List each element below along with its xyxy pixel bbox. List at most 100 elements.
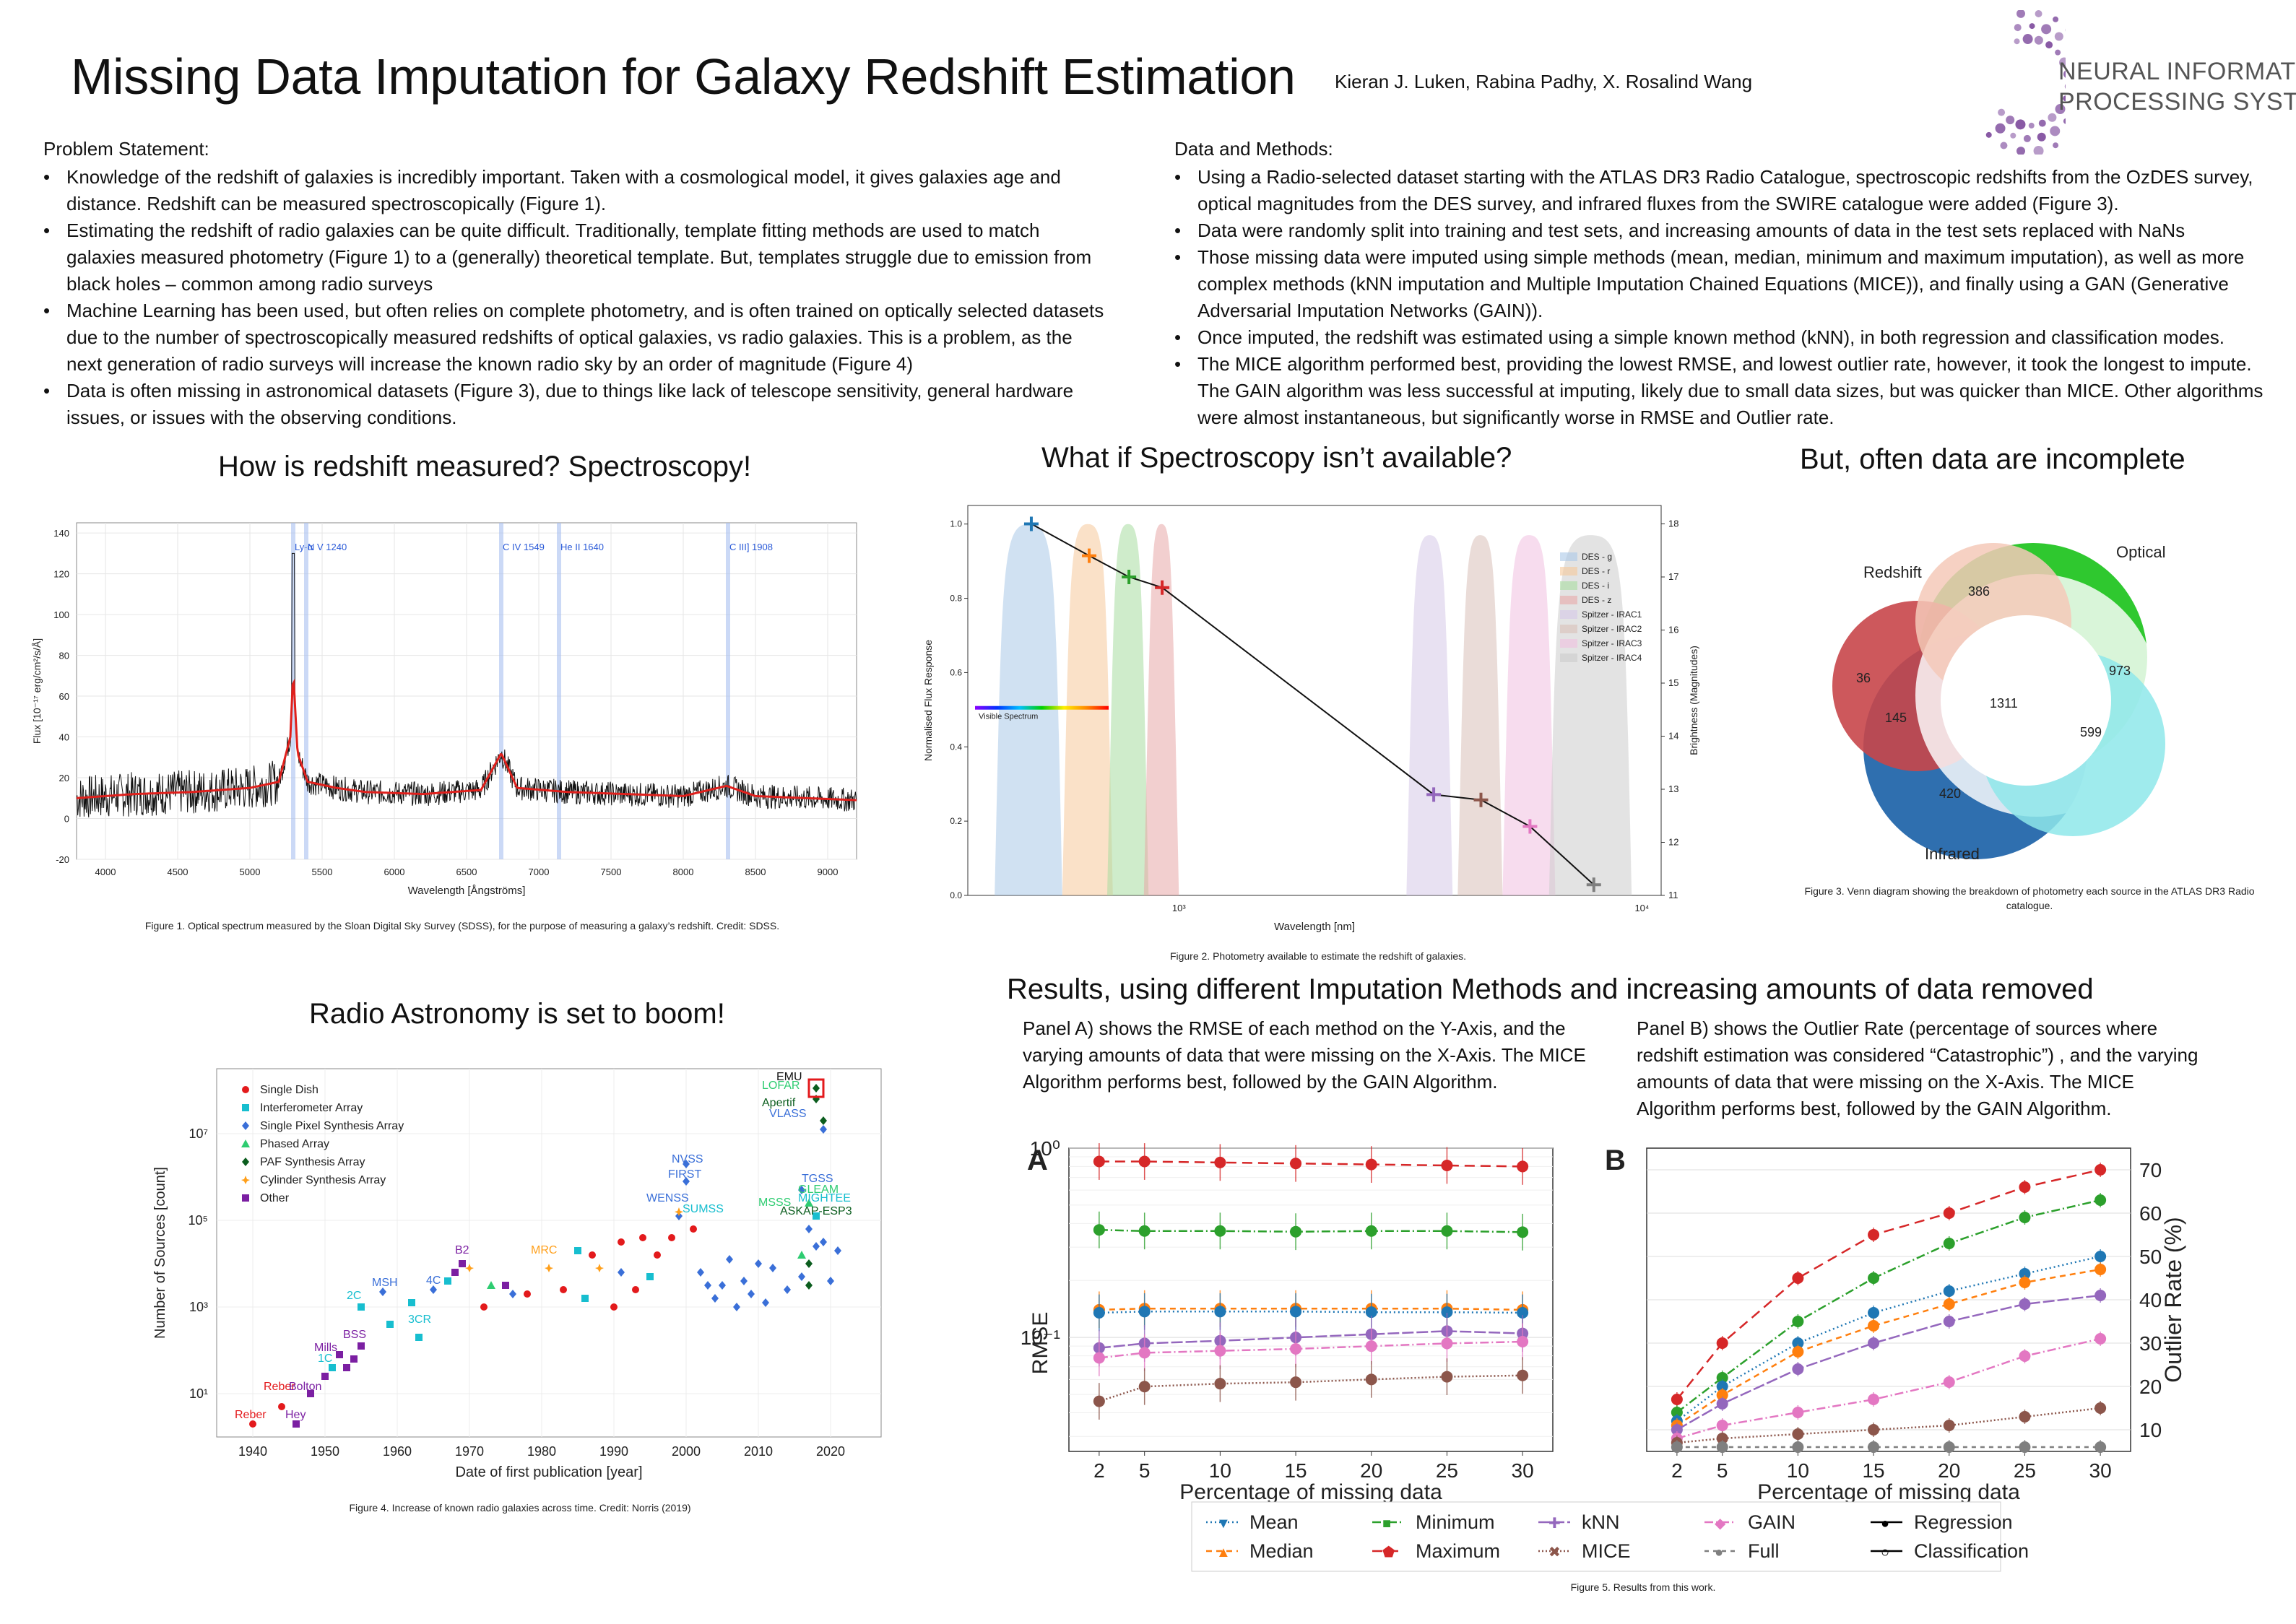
fig2-legend-swatch [1560, 639, 1577, 648]
fig4-point [719, 1281, 726, 1290]
fig3-region-count: 420 [1939, 786, 1961, 801]
fig2-photometry-point [1586, 877, 1601, 893]
fig2-y-tick: 0.0 [950, 890, 962, 900]
figure-3-caption: Figure 3. Venn diagram showing the break… [1804, 885, 2255, 911]
fig4-point [711, 1294, 719, 1303]
fig5-x-tick: 10 [1787, 1459, 1809, 1482]
fig4-legend-label: Phased Array [260, 1138, 329, 1150]
problem-statement: Problem Statement: Knowledge of the reds… [43, 136, 1112, 431]
fig5-series-point [1716, 1381, 1728, 1392]
fig5-x-tick: 20 [1938, 1459, 1960, 1482]
fig2-legend-label: Spitzer - IRAC1 [1582, 609, 1642, 620]
fig5-y-tick: 70 [2139, 1159, 2162, 1181]
fig4-legend-label: Interferometer Array [260, 1102, 363, 1114]
fig4-y-tick: 10⁷ [189, 1126, 208, 1141]
fig4-point [820, 1238, 827, 1246]
fig4-point [740, 1277, 748, 1285]
fig5-legend-marker: ● [1881, 1516, 1889, 1532]
fig4-point [813, 1084, 820, 1093]
fig5-series-point [1093, 1224, 1105, 1236]
fig3-region-count: 36 [1856, 671, 1871, 685]
fig5-series-point [2094, 1251, 2107, 1262]
fig5-panel-label: B [1605, 1145, 1626, 1176]
fig4-point [805, 1225, 813, 1233]
figure-2-photometry-chart: 0.0 0.2 0.4 0.6 0.8 1.0 11 12 13 14 15 16 17 18 10³ 10⁴… [922, 505, 1699, 933]
fig5-series-point [1943, 1316, 1955, 1327]
fig2-y2-tick: 12 [1668, 837, 1678, 848]
fig3-region-count: 599 [2080, 725, 2102, 739]
fig5-series-point [1441, 1371, 1453, 1383]
fig5-legend-label: Mean [1249, 1511, 1299, 1533]
fig1-y-tick: -20 [56, 854, 69, 865]
fig2-legend-swatch [1560, 596, 1577, 604]
fig1-emission-label: He II 1640 [560, 542, 604, 552]
fig4-point [755, 1259, 762, 1268]
fig4-x-tick: 2000 [672, 1444, 701, 1459]
fig4-point [293, 1420, 300, 1428]
fig5-series-point [1716, 1420, 1728, 1431]
fig2-filter-band [1062, 524, 1113, 895]
fig2-y2-tick: 11 [1668, 890, 1678, 900]
fig4-point-label: Reber [235, 1409, 267, 1421]
fig4-point [805, 1199, 813, 1207]
fig4-point [386, 1321, 394, 1328]
neurips-logo-mark-icon [1985, 10, 2066, 155]
fig4-point-label: 4C [426, 1275, 441, 1287]
fig5-x-tick: 25 [2014, 1459, 2036, 1482]
fig5-legend-marker: ■ [1382, 1516, 1391, 1532]
fig2-filter-band [995, 524, 1062, 895]
fig2-legend-label: Spitzer - IRAC2 [1582, 624, 1642, 634]
figure-4-caption: Figure 4. Increase of known radio galaxi… [349, 1502, 691, 1514]
fig2-x-tick: 10³ [1172, 903, 1186, 913]
fig4-x-tick: 1980 [527, 1444, 556, 1459]
fig4-point [639, 1234, 646, 1241]
fig2-filter-band [1502, 535, 1556, 895]
fig5-series-point [2019, 1441, 2031, 1453]
fig5-series-point [1517, 1306, 1529, 1319]
fig4-point-label: 3CR [408, 1313, 431, 1326]
fig5-x-tick: 2 [1671, 1459, 1683, 1482]
fig5-y-tick: 50 [2139, 1246, 2162, 1268]
fig4-point-label: Apertif [762, 1097, 796, 1109]
problem-bullet: Data is often missing in astronomical da… [43, 378, 1112, 431]
fig4-point-label: GLEAM [798, 1184, 839, 1196]
fig5-series-point [2019, 1350, 2031, 1362]
fig4-point [798, 1186, 805, 1194]
fig4-point-label: BSS [343, 1329, 366, 1341]
fig3-region-count: 973 [2109, 664, 2131, 678]
fig4-legend-label: Other [260, 1192, 290, 1204]
fig5-series-point [2094, 1290, 2107, 1301]
fig2-legend-label: DES - z [1582, 595, 1611, 605]
methods-bullet: The MICE algorithm performed best, provi… [1174, 351, 2265, 431]
fig4-point [805, 1281, 813, 1290]
fig4-point-label: ASKAP-ESP3 [780, 1205, 852, 1217]
fig2-photometry-point [1473, 792, 1489, 807]
fig4-point [430, 1285, 437, 1294]
fig4-point [545, 1264, 553, 1272]
fig5-series-point [1441, 1225, 1453, 1237]
fig5-series-point [1716, 1398, 1728, 1410]
fig4-point [249, 1420, 256, 1428]
fig5-legend-label: Full [1748, 1540, 1780, 1562]
fig4-point [241, 1139, 250, 1147]
fig5-series-point [1943, 1376, 1955, 1388]
fig4-x-tick: 2010 [744, 1444, 773, 1459]
fig4-point [813, 1242, 820, 1251]
figure-2-caption: Figure 2. Photometry available to estima… [1169, 950, 1467, 962]
methods-bullet: Using a Radio-selected dataset starting … [1174, 164, 2265, 217]
fig5-x-tick: 15 [1284, 1459, 1307, 1482]
fig4-point [820, 1116, 827, 1125]
fig4-point [574, 1247, 581, 1254]
data-and-methods: Data and Methods: Using a Radio-selected… [1174, 136, 2265, 431]
fig5-legend-label: kNN [1582, 1511, 1620, 1533]
fig2-y-tick: 0.2 [950, 816, 962, 826]
fig4-point [444, 1277, 451, 1285]
fig1-x-tick: 9000 [818, 867, 839, 877]
fig5-y-tick: 10⁻¹ [1021, 1326, 1060, 1349]
fig2-legend-label: Spitzer - IRAC4 [1582, 653, 1642, 663]
fig5-series-point [1671, 1441, 1683, 1453]
fig5-series-point [1671, 1424, 1683, 1436]
fig5-series-point [2019, 1411, 2031, 1423]
fig1-x-tick: 4000 [95, 867, 116, 877]
fig2-y2-tick: 18 [1668, 518, 1678, 529]
